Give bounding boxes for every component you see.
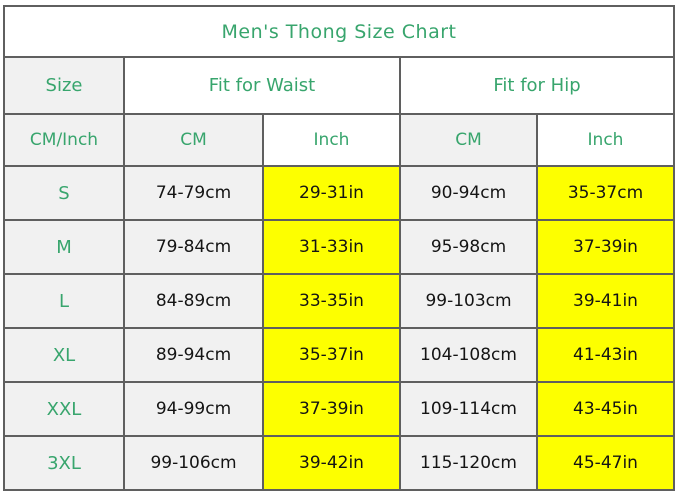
- table-row-xl: XL 89-94cm 35-37in 104-108cm 41-43in: [3, 327, 676, 383]
- table-row-3xl: 3XL 99-106cm 39-42in 115-120cm 45-47in: [3, 435, 676, 491]
- waist-inch-cell: 29-31in: [262, 165, 401, 221]
- hip-cm-cell: 109-114cm: [399, 381, 538, 437]
- waist-cm-cell: 94-99cm: [123, 381, 264, 437]
- hip-cm-cell: 104-108cm: [399, 327, 538, 383]
- hip-cm-cell: 90-94cm: [399, 165, 538, 221]
- hip-cm-cell: 115-120cm: [399, 435, 538, 491]
- size-cell: L: [3, 273, 125, 329]
- size-cell: XL: [3, 327, 125, 383]
- waist-cm-cell: 79-84cm: [123, 219, 264, 275]
- size-cell: XXL: [3, 381, 125, 437]
- waist-inch-cell: 39-42in: [262, 435, 401, 491]
- hip-inch-cell: 41-43in: [535, 327, 676, 383]
- size-chart-table: Men's Thong Size Chart Size Fit for Wais…: [2, 5, 676, 491]
- waist-cm-cell: 84-89cm: [123, 273, 264, 329]
- hip-cm-cell: 95-98cm: [399, 219, 538, 275]
- page-title: Men's Thong Size Chart: [2, 5, 676, 58]
- column-group-size: Size: [3, 56, 125, 115]
- hip-inch-cell: 45-47in: [535, 435, 676, 491]
- hip-inch-cell: 35-37cm: [535, 165, 676, 221]
- column-header-hip-cm: CM: [399, 113, 538, 167]
- waist-inch-cell: 35-37in: [262, 327, 401, 383]
- size-cell: M: [3, 219, 125, 275]
- hip-inch-cell: 43-45in: [535, 381, 676, 437]
- hip-cm-cell: 99-103cm: [399, 273, 538, 329]
- column-header-waist-inch: Inch: [262, 113, 401, 167]
- waist-cm-cell: 99-106cm: [123, 435, 264, 491]
- table-row-s: S 74-79cm 29-31in 90-94cm 35-37cm: [3, 165, 676, 221]
- column-group-hip: Fit for Hip: [398, 56, 676, 115]
- waist-cm-cell: 89-94cm: [123, 327, 264, 383]
- column-header-row: CM/Inch CM Inch CM Inch: [3, 113, 676, 167]
- size-cell: 3XL: [3, 435, 125, 491]
- waist-inch-cell: 33-35in: [262, 273, 401, 329]
- hip-inch-cell: 37-39in: [535, 219, 676, 275]
- table-row-l: L 84-89cm 33-35in 99-103cm 39-41in: [3, 273, 676, 329]
- column-header-hip-inch: Inch: [535, 113, 676, 167]
- title-row: Men's Thong Size Chart: [2, 5, 676, 58]
- column-header-unit: CM/Inch: [3, 113, 125, 167]
- column-header-waist-cm: CM: [123, 113, 264, 167]
- waist-inch-cell: 31-33in: [262, 219, 401, 275]
- table-row-xxl: XXL 94-99cm 37-39in 109-114cm 43-45in: [3, 381, 676, 437]
- hip-inch-cell: 39-41in: [535, 273, 676, 329]
- column-group-row: Size Fit for Waist Fit for Hip: [3, 56, 676, 115]
- waist-cm-cell: 74-79cm: [123, 165, 264, 221]
- column-group-waist: Fit for Waist: [123, 56, 401, 115]
- waist-inch-cell: 37-39in: [262, 381, 401, 437]
- table-row-m: M 79-84cm 31-33in 95-98cm 37-39in: [3, 219, 676, 275]
- size-cell: S: [3, 165, 125, 221]
